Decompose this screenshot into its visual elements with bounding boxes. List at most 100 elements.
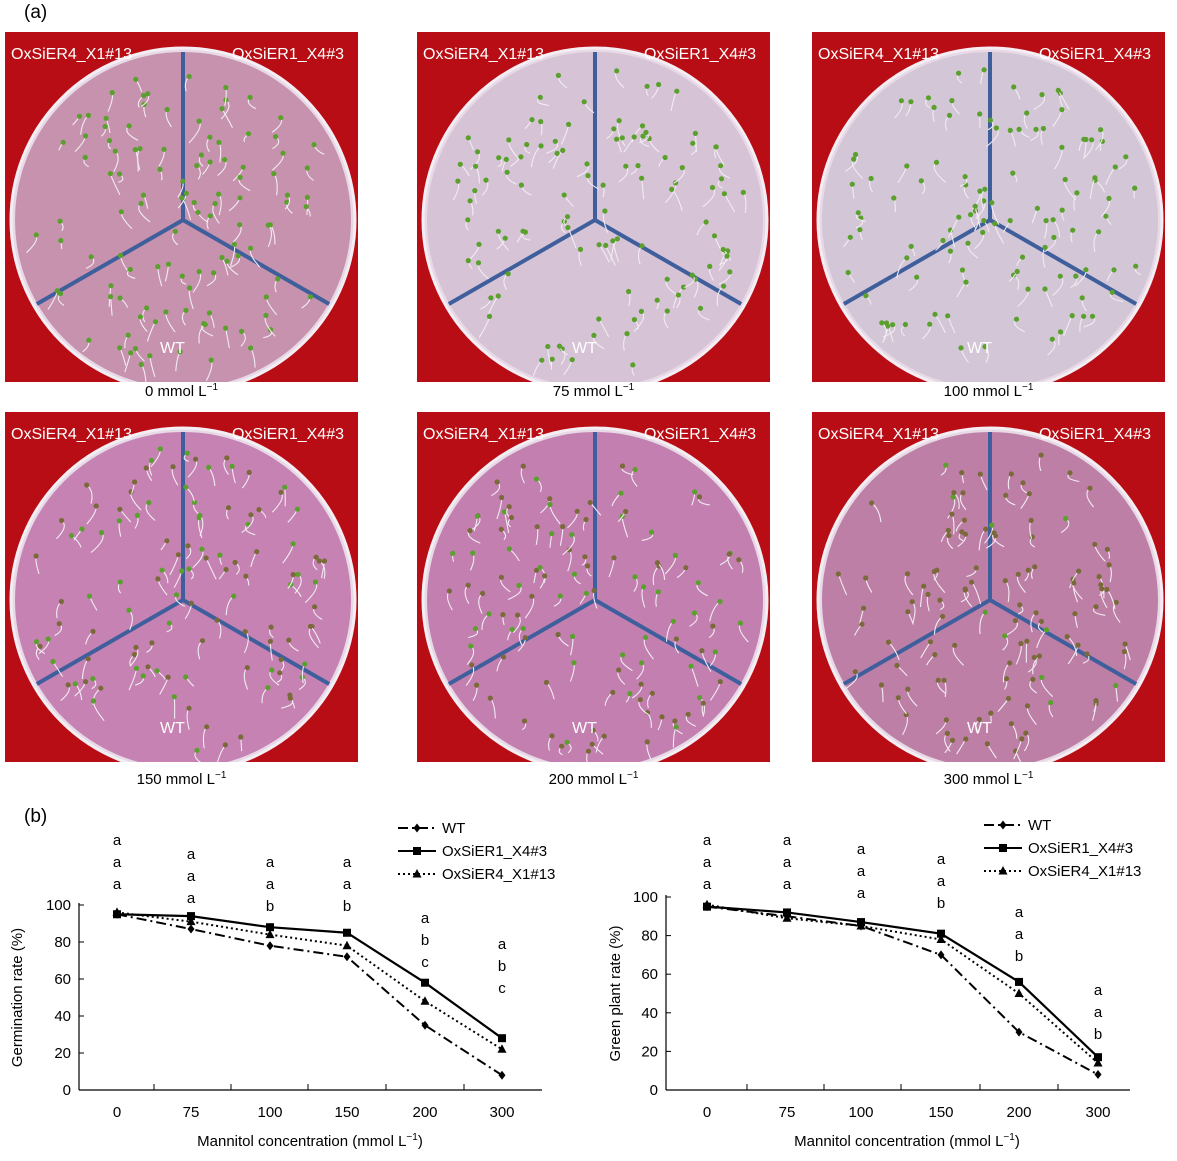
line-chart-svg: 0 20 40 60 80 100 0 75 100 150 200 300 Mannitol conc… (9, 820, 555, 1150)
data-point (421, 978, 429, 987)
petri-dish-photo (5, 32, 358, 382)
data-point (1014, 988, 1024, 997)
significance-letter: a (421, 910, 430, 927)
plate-label-oxsier4: OxSiER4_X1#13 (818, 46, 939, 63)
significance-letter: b (421, 932, 429, 949)
plate-label-oxsier1: OxSiER1_X4#3 (1038, 46, 1151, 63)
y-tick-label: 60 (641, 966, 658, 983)
significance-letter: a (187, 890, 196, 907)
legend-entry: OxSiER1_X4#3 (398, 843, 547, 860)
series-line (706, 905, 1099, 1076)
concentration-label-150: 150 mmol L−1 (136, 770, 227, 788)
plate-label-oxsier1: OxSiER1_X4#3 (1038, 426, 1151, 443)
series-line (706, 903, 1099, 1064)
y-tick-label: 80 (54, 934, 71, 951)
significance-letter: a (113, 854, 122, 871)
y-tick-label: 80 (641, 928, 658, 945)
y-axis-label: Germination rate (%) (9, 928, 26, 1067)
petri-dish-photo (417, 32, 770, 382)
significance-letter: a (783, 854, 792, 871)
plate-label-oxsier4: OxSiER4_X1#13 (11, 426, 132, 443)
significance-letter: a (783, 876, 792, 893)
significance-letter: a (113, 832, 122, 849)
data-point (782, 913, 792, 922)
significance-letter: a (937, 851, 946, 868)
germination-rate-chart: 0 20 40 60 80 100 0 75 100 150 200 300 Mannitol conc… (0, 815, 590, 1156)
series-OxSiER1_X4#3 (113, 910, 506, 1043)
plate-label-oxsier4: OxSiER4_X1#13 (423, 426, 544, 443)
green-plant-rate-chart: 0 20 40 60 80 100 0 75 100 150 200 300 Mannitol conc… (590, 815, 1177, 1156)
x-axis-label: Mannitol concentration (mmol L−1) (794, 1132, 1020, 1150)
plate-label-wt: WT (160, 340, 185, 357)
legend-entry: OxSiER4_X1#13 (398, 866, 555, 883)
data-point (1094, 1053, 1102, 1062)
data-point (266, 941, 274, 951)
x-tick-label: 100 (848, 1104, 873, 1121)
panel-a-letter: (a) (24, 2, 48, 23)
concentration-label-300: 300 mmol L−1 (943, 770, 1034, 788)
x-tick-label: 0 (113, 1104, 121, 1121)
significance-letter: b (498, 958, 506, 975)
data-point (937, 950, 945, 960)
x-tick-label: 150 (928, 1104, 953, 1121)
plate-label-oxsier1: OxSiER1_X4#3 (231, 46, 344, 63)
significance-letter: a (1094, 1004, 1103, 1021)
significance-letter: a (187, 846, 196, 863)
data-point (1093, 1057, 1103, 1067)
significance-letter: a (937, 873, 946, 890)
x-tick-label: 200 (1006, 1104, 1031, 1121)
data-point (1015, 977, 1023, 986)
data-point (856, 920, 866, 930)
legend-label: OxSiER4_X1#13 (442, 866, 555, 883)
legend-entry: OxSiER4_X1#13 (984, 863, 1141, 880)
series-OxSiER1_X4#3 (703, 902, 1102, 1062)
plate-label-oxsier1: OxSiER1_X4#3 (231, 426, 344, 443)
significance-letter: a (783, 832, 792, 849)
data-point (497, 1044, 507, 1053)
significance-letter: a (857, 863, 866, 880)
plate-label-wt: WT (572, 340, 597, 357)
series-line (116, 913, 503, 1077)
data-point (420, 996, 430, 1005)
concentration-label-200: 200 mmol L−1 (548, 770, 639, 788)
legend-entry: WT (984, 817, 1051, 834)
y-tick-label: 40 (54, 1008, 71, 1025)
legend-entry: WT (398, 820, 465, 837)
plate-label-wt: WT (572, 720, 597, 737)
significance-letter: a (266, 854, 275, 871)
data-point (343, 952, 351, 962)
petri-dish-photo (417, 412, 770, 762)
series-line (116, 911, 503, 1051)
x-tick-label: 100 (257, 1104, 282, 1121)
data-point (112, 907, 122, 916)
series-OxSiER4_X1#13 (702, 899, 1103, 1067)
y-tick-label: 100 (633, 889, 658, 906)
significance-letter: a (343, 876, 352, 893)
y-tick-label: 60 (54, 971, 71, 988)
y-tick-label: 0 (63, 1082, 71, 1099)
plate-label-oxsier4: OxSiER4_X1#13 (818, 426, 939, 443)
data-point (421, 1020, 429, 1030)
significance-letter: a (187, 868, 196, 885)
y-axis-label: Green plant rate (%) (607, 926, 624, 1062)
significance-letter: a (857, 841, 866, 858)
significance-letter: a (113, 876, 122, 893)
legend-label: WT (442, 820, 465, 837)
significance-letter: a (1015, 926, 1024, 943)
y-tick-label: 40 (641, 1005, 658, 1022)
significance-letter: a (266, 876, 275, 893)
significance-letter: a (343, 854, 352, 871)
x-tick-label: 150 (334, 1104, 359, 1121)
data-point (1015, 1027, 1023, 1037)
significance-letter: a (498, 936, 507, 953)
plate-label-oxsier4: OxSiER4_X1#13 (423, 46, 544, 63)
significance-letter: b (937, 895, 945, 912)
significance-letter: c (421, 954, 429, 971)
panel-b-letter: (b) (24, 806, 48, 827)
y-tick-label: 20 (641, 1043, 658, 1060)
series-WT (113, 909, 506, 1080)
data-point (498, 1070, 506, 1080)
y-tick-label: 0 (650, 1082, 658, 1099)
petri-plate-200: OxSiER4_X1#13 OxSiER1_X4#3 WT (417, 412, 770, 762)
significance-letter: b (343, 898, 351, 915)
